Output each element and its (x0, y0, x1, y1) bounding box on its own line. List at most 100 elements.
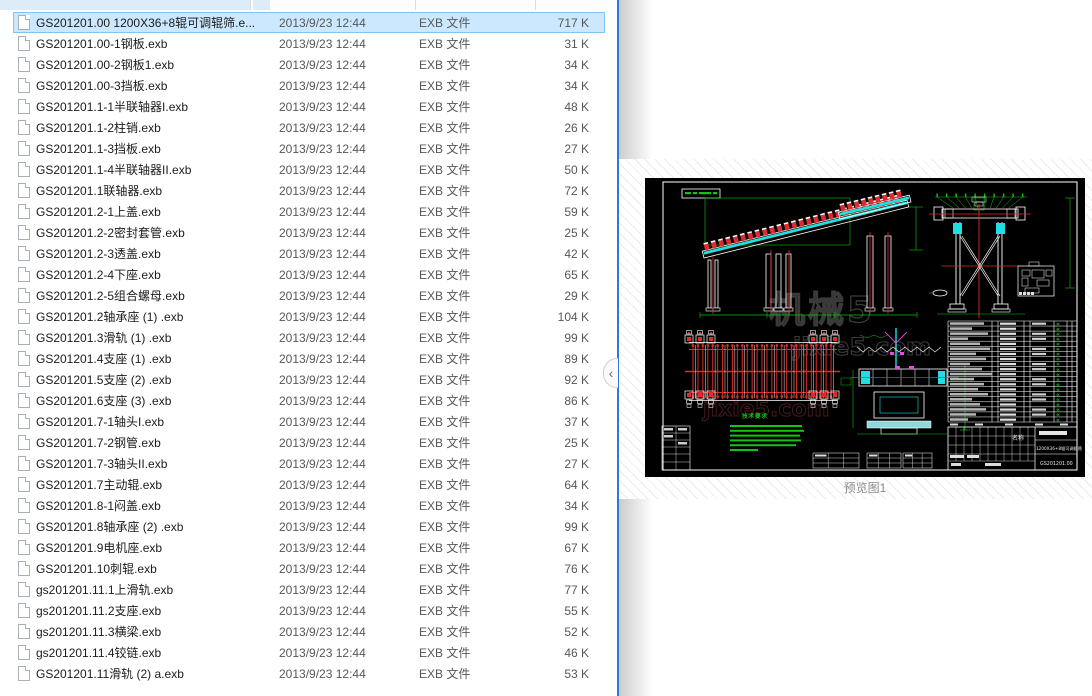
file-type: EXB 文件 (419, 625, 471, 639)
file-icon (18, 582, 30, 597)
file-date: 2013/9/23 12:44 (279, 540, 366, 555)
file-row[interactable]: GS201201.7主动辊.exb 2013/9/23 12:44 EXB 文件 64… (13, 474, 605, 495)
file-type: EXB 文件 (419, 58, 471, 72)
file-type: EXB 文件 (419, 331, 471, 345)
file-icon (18, 540, 30, 555)
file-row[interactable]: GS201201.8轴承座 (2) .exb 2013/9/23 12:44 EXB… (13, 516, 605, 537)
file-icon (18, 435, 30, 450)
file-name: GS201201.2-1上盖.exb (36, 205, 161, 219)
file-name: GS201201.2-4下座.exb (36, 268, 161, 282)
file-size: 26 K (564, 120, 589, 135)
file-icon (18, 309, 30, 324)
file-type: EXB 文件 (419, 478, 471, 492)
file-name: GS201201.10刺辊.exb (36, 562, 157, 576)
file-icon (18, 225, 30, 240)
file-row[interactable]: GS201201.00-1钢板.exb 2013/9/23 12:44 EXB 文件… (13, 33, 605, 54)
file-date: 2013/9/23 12:44 (279, 225, 366, 240)
file-row[interactable]: GS201201.2-3透盖.exb 2013/9/23 12:44 EXB 文件 4… (13, 243, 605, 264)
pane-split-border (617, 0, 619, 696)
file-row[interactable]: gs201201.11.3横梁.exb 2013/9/23 12:44 EXB 文件… (13, 621, 605, 642)
file-row[interactable]: GS201201.7-3轴头II.exb 2013/9/23 12:44 EXB 文… (13, 453, 605, 474)
file-row[interactable]: GS201201.11滑轨 (2) a.exb 2013/9/23 12:44 EX… (13, 663, 605, 684)
file-icon (18, 246, 30, 261)
file-row[interactable]: GS201201.2-4下座.exb 2013/9/23 12:44 EXB 文件 6… (13, 264, 605, 285)
file-date: 2013/9/23 12:44 (279, 78, 366, 93)
file-row[interactable]: GS201201.2-2密封套管.exb 2013/9/23 12:44 EXB 文… (13, 222, 605, 243)
file-row[interactable]: GS201201.8-1闷盖.exb 2013/9/23 12:44 EXB 文件 3… (13, 495, 605, 516)
file-row[interactable]: gs201201.11.4铰链.exb 2013/9/23 12:44 EXB 文件… (13, 642, 605, 663)
column-divider[interactable] (415, 0, 416, 10)
file-size: 46 K (564, 645, 589, 660)
file-name: GS201201.5支座 (2) .exb (36, 373, 172, 387)
file-date: 2013/9/23 12:44 (279, 267, 366, 282)
file-row[interactable]: GS201201.1-4半联轴器II.exb 2013/9/23 12:44 EXB… (13, 159, 605, 180)
file-name: GS201201.11滑轨 (2) a.exb (36, 667, 184, 681)
column-header-strip[interactable] (0, 0, 617, 10)
file-size: 92 K (564, 372, 589, 387)
file-row[interactable]: GS201201.5支座 (2) .exb 2013/9/23 12:44 EXB … (13, 369, 605, 390)
file-icon (18, 561, 30, 576)
file-row[interactable]: GS201201.1-3挡板.exb 2013/9/23 12:44 EXB 文件 2… (13, 138, 605, 159)
file-size: 104 K (557, 309, 589, 324)
file-type: EXB 文件 (419, 100, 471, 114)
file-type: EXB 文件 (419, 163, 471, 177)
file-name: GS201201.00-3挡板.exb (36, 79, 168, 93)
file-row[interactable]: gs201201.11.2支座.exb 2013/9/23 12:44 EXB 文件… (13, 600, 605, 621)
file-row[interactable]: GS201201.2-5组合螺母.exb 2013/9/23 12:44 EXB 文… (13, 285, 605, 306)
corner-table (661, 425, 691, 471)
file-type: EXB 文件 (419, 541, 471, 555)
file-list-pane: GS201201.00 1200X36+8辊可调辊筛.e... 2013/9/23… (0, 0, 617, 684)
file-row[interactable]: GS201201.00-3挡板.exb 2013/9/23 12:44 EXB 文件… (13, 75, 605, 96)
file-row[interactable]: GS201201.1-1半联轴器I.exb 2013/9/23 12:44 EXB … (13, 96, 605, 117)
file-type: EXB 文件 (419, 499, 471, 513)
file-type: EXB 文件 (419, 646, 471, 660)
column-divider[interactable] (535, 0, 536, 10)
file-name: GS201201.00-1钢板.exb (36, 37, 168, 51)
file-size: 65 K (564, 267, 589, 282)
title-block: 名称 1200X36+8辊可调辊筛 GS201201.00 (947, 426, 1082, 471)
file-row[interactable]: GS201201.00 1200X36+8辊可调辊筛.e... 2013/9/23… (13, 12, 605, 33)
file-row[interactable]: GS201201.1联轴器.exb 2013/9/23 12:44 EXB 文件 72… (13, 180, 605, 201)
file-row[interactable]: gs201201.11.1上滑轨.exb 2013/9/23 12:44 EXB 文… (13, 579, 605, 600)
file-icon (18, 183, 30, 198)
file-row[interactable]: GS201201.10刺辊.exb 2013/9/23 12:44 EXB 文件 76… (13, 558, 605, 579)
file-size: 42 K (564, 246, 589, 261)
column-header-name[interactable] (0, 0, 250, 10)
file-name: GS201201.1-3挡板.exb (36, 142, 161, 156)
file-row[interactable]: GS201201.4支座 (1) .exb 2013/9/23 12:44 EXB … (13, 348, 605, 369)
file-type: EXB 文件 (419, 373, 471, 387)
svg-text:«: « (1056, 381, 1060, 388)
file-row[interactable]: GS201201.9电机座.exb 2013/9/23 12:44 EXB 文件 67… (13, 537, 605, 558)
file-row[interactable]: GS201201.6支座 (3) .exb 2013/9/23 12:44 EXB … (13, 390, 605, 411)
file-size: 59 K (564, 204, 589, 219)
file-row[interactable]: GS201201.7-2钢管.exb 2013/9/23 12:44 EXB 文件 2… (13, 432, 605, 453)
cad-preview-image[interactable]: 机械5 jixie5.com jixie5.com «««««««««««««««««… (645, 178, 1085, 477)
file-date: 2013/9/23 12:44 (279, 582, 366, 597)
file-name: GS201201.2-5组合螺母.exb (36, 289, 185, 303)
file-date: 2013/9/23 12:44 (279, 288, 366, 303)
file-icon (18, 330, 30, 345)
file-row[interactable]: GS201201.3滑轨 (1) .exb 2013/9/23 12:44 EXB … (13, 327, 605, 348)
file-date: 2013/9/23 12:44 (279, 393, 366, 408)
file-size: 72 K (564, 183, 589, 198)
file-icon (18, 162, 30, 177)
file-date: 2013/9/23 12:44 (279, 351, 366, 366)
file-name: gs201201.11.3横梁.exb (36, 625, 162, 639)
svg-text:«: « (1056, 361, 1060, 368)
file-row[interactable]: GS201201.2-1上盖.exb 2013/9/23 12:44 EXB 文件 5… (13, 201, 605, 222)
file-row[interactable]: GS201201.1-2柱销.exb 2013/9/23 12:44 EXB 文件 2… (13, 117, 605, 138)
svg-text:«: « (1056, 346, 1060, 353)
file-name: GS201201.7-3轴头II.exb (36, 457, 168, 471)
file-type: EXB 文件 (419, 268, 471, 282)
file-icon (18, 141, 30, 156)
file-row[interactable]: GS201201.2轴承座 (1) .exb 2013/9/23 12:44 EXB… (13, 306, 605, 327)
file-row[interactable]: GS201201.7-1轴头I.exb 2013/9/23 12:44 EXB 文件… (13, 411, 605, 432)
file-type: EXB 文件 (419, 247, 471, 261)
file-type: EXB 文件 (419, 121, 471, 135)
svg-text:GS201201.00: GS201201.00 (1040, 461, 1073, 467)
column-divider[interactable] (250, 0, 251, 10)
file-row[interactable]: GS201201.00-2钢板1.exb 2013/9/23 12:44 EXB 文… (13, 54, 605, 75)
file-type: EXB 文件 (419, 79, 471, 93)
file-size: 34 K (564, 78, 589, 93)
svg-text:«: « (1056, 331, 1060, 338)
